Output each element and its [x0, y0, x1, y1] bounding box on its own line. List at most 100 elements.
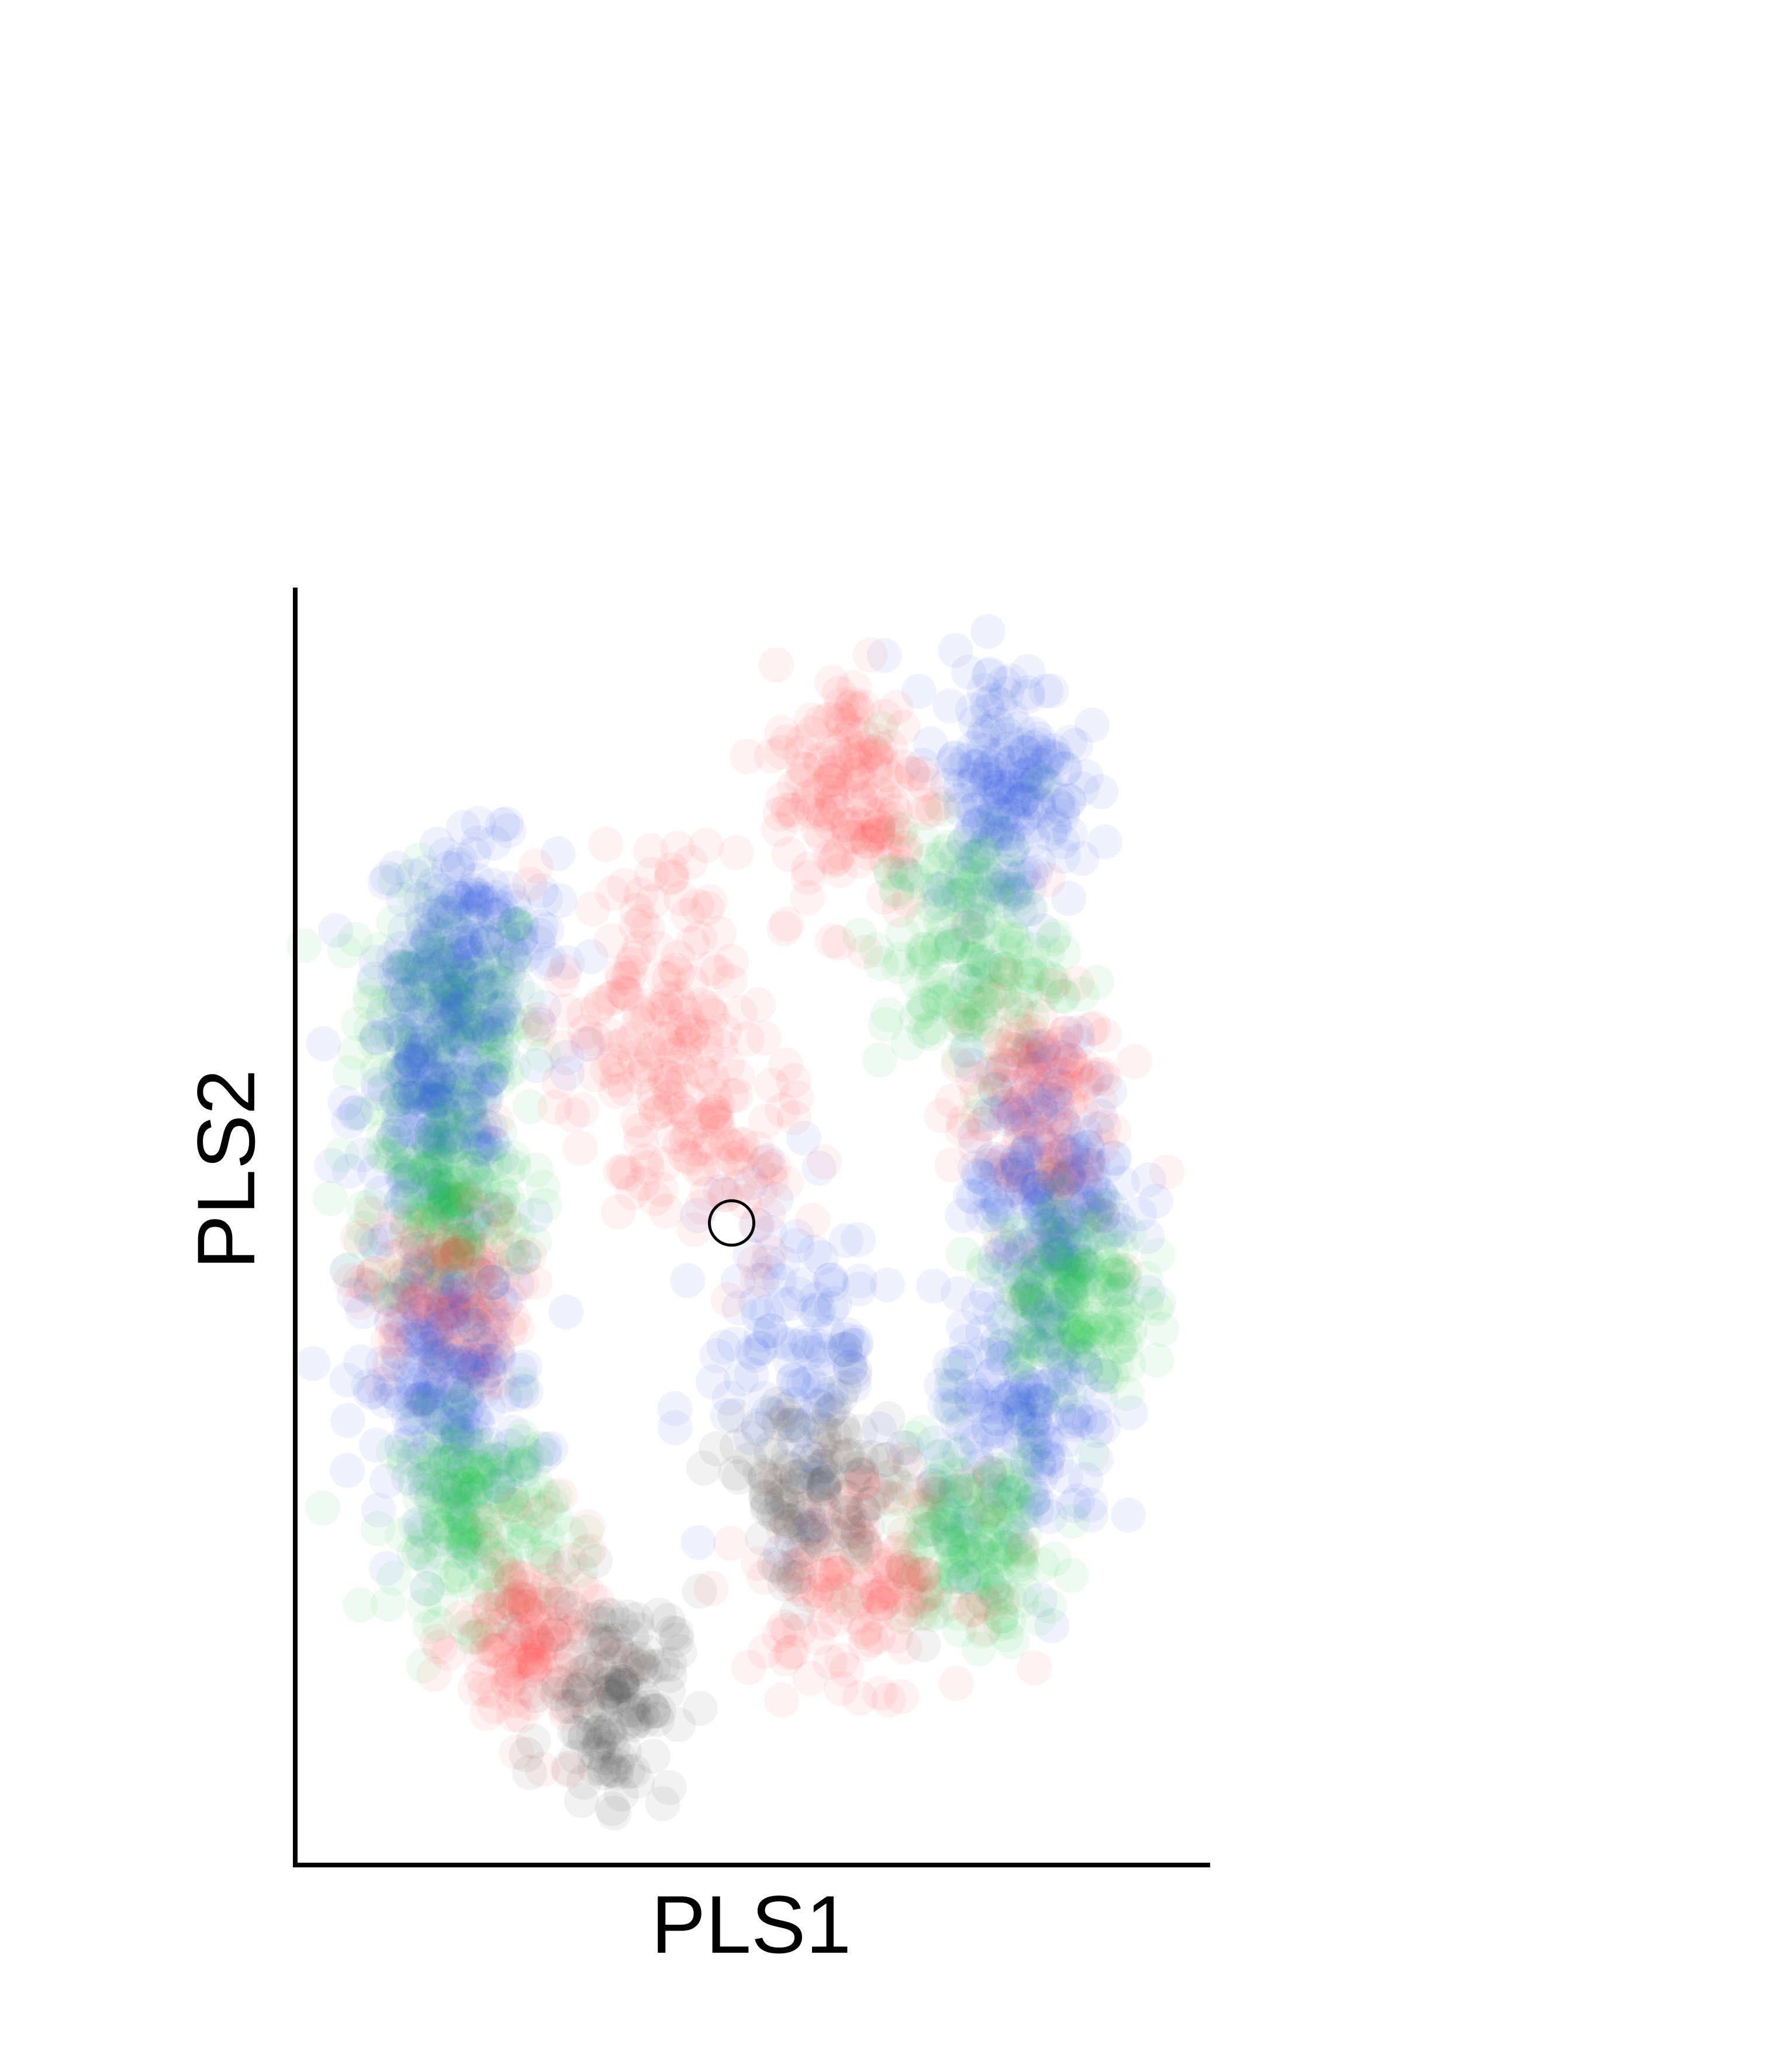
data-point	[623, 1649, 658, 1685]
data-point	[501, 1670, 537, 1706]
data-point	[432, 1438, 468, 1473]
data-point	[421, 1508, 457, 1543]
data-point	[507, 1514, 543, 1549]
data-point	[434, 1380, 469, 1416]
data-point	[423, 1227, 459, 1263]
data-point	[452, 1237, 488, 1272]
data-point	[593, 923, 629, 959]
data-point	[499, 1267, 535, 1303]
data-point	[405, 906, 441, 941]
data-point	[851, 835, 886, 871]
data-point	[882, 817, 918, 852]
data-point	[950, 1465, 986, 1500]
data-point	[497, 947, 533, 982]
data-point	[461, 1079, 497, 1115]
data-point	[575, 891, 610, 927]
data-point	[428, 964, 464, 999]
data-point	[440, 1020, 476, 1056]
data-point	[535, 1637, 571, 1673]
data-point	[428, 1211, 464, 1247]
data-point	[569, 1514, 604, 1550]
data-point	[434, 1293, 470, 1328]
data-point	[574, 1602, 610, 1638]
data-point	[694, 998, 730, 1034]
data-point	[385, 1235, 420, 1271]
data-point	[483, 1007, 519, 1043]
data-point	[381, 1276, 417, 1311]
data-point	[463, 1640, 499, 1676]
data-point	[496, 1050, 531, 1086]
data-point	[407, 1044, 443, 1079]
data-point	[542, 1586, 578, 1621]
data-point	[518, 848, 554, 884]
data-point	[404, 1024, 440, 1059]
data-point	[624, 1696, 660, 1732]
data-point	[431, 1248, 467, 1283]
data-point	[400, 1215, 436, 1251]
data-point	[444, 1489, 480, 1525]
data-point	[651, 1674, 686, 1710]
data-point	[490, 1548, 526, 1583]
data-point	[455, 1295, 490, 1331]
data-point	[589, 1597, 624, 1632]
data-point	[503, 1698, 538, 1733]
data-point	[690, 990, 726, 1026]
data-point	[689, 1131, 725, 1167]
data-point	[413, 1203, 448, 1238]
data-point	[421, 1070, 457, 1106]
data-point	[357, 961, 392, 997]
data-point	[619, 1602, 655, 1638]
data-point	[682, 920, 718, 956]
data-point	[441, 1235, 476, 1270]
data-point	[440, 951, 476, 986]
data-point	[628, 1653, 664, 1689]
data-point	[576, 1715, 611, 1750]
data-point	[494, 1210, 530, 1245]
data-point	[360, 1066, 396, 1102]
data-point	[479, 1023, 515, 1059]
data-point	[442, 954, 478, 989]
data-point	[420, 1335, 456, 1371]
data-point	[965, 902, 1001, 937]
data-point	[417, 1233, 453, 1269]
data-point	[450, 1338, 486, 1374]
data-point	[604, 1636, 640, 1672]
data-point	[422, 1034, 458, 1069]
data-point	[604, 1668, 640, 1704]
data-point	[420, 994, 455, 1030]
data-point	[398, 1346, 434, 1382]
data-point	[440, 1323, 476, 1359]
data-point	[957, 1118, 993, 1154]
data-point	[451, 1289, 486, 1325]
data-point	[373, 1139, 409, 1175]
data-point	[712, 963, 748, 999]
data-point	[665, 1013, 701, 1048]
data-point	[417, 1124, 453, 1160]
data-point	[448, 1113, 483, 1149]
data-point	[459, 1618, 495, 1654]
data-point	[314, 1148, 350, 1183]
data-point	[416, 1245, 451, 1280]
data-point	[398, 1080, 433, 1116]
data-point	[390, 950, 426, 986]
data-point	[689, 1018, 724, 1054]
data-point	[446, 988, 482, 1024]
data-point	[516, 1640, 552, 1676]
data-point	[578, 1543, 613, 1579]
data-point	[528, 1490, 564, 1525]
data-point	[621, 994, 657, 1030]
data-point	[571, 1533, 607, 1569]
data-point	[428, 1445, 464, 1480]
data-point	[466, 1360, 502, 1396]
data-point	[538, 1479, 573, 1515]
data-point	[496, 1006, 531, 1042]
data-point	[424, 1189, 459, 1225]
data-point	[441, 1249, 476, 1284]
data-point	[385, 1138, 420, 1173]
data-point	[336, 1096, 372, 1131]
data-point	[475, 1479, 510, 1515]
data-point	[422, 960, 458, 996]
data-point	[472, 1314, 507, 1350]
data-point	[486, 1020, 522, 1055]
data-point	[758, 647, 794, 683]
